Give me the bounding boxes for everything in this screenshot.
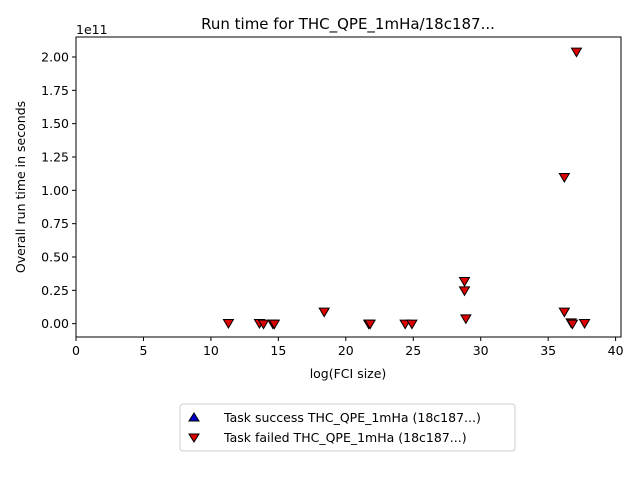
x-tick-label: 20	[338, 343, 354, 358]
data-points	[222, 47, 591, 330]
failed-point	[566, 319, 579, 330]
y-tick-label: 0.75	[41, 216, 69, 231]
failed-point	[268, 319, 281, 330]
failed-point	[222, 319, 235, 329]
x-tick-label: 0	[72, 343, 80, 358]
x-tick-label: 30	[473, 343, 489, 358]
plot-frame	[75, 36, 622, 338]
x-tick-label: 40	[608, 343, 624, 358]
y-tick-label: 0.50	[41, 250, 69, 265]
chart-title: Run time for THC_QPE_1mHa/18c187...	[201, 15, 495, 34]
x-tick-label: 10	[203, 343, 219, 358]
y-tick-label: 1.75	[41, 83, 69, 98]
failed-point	[318, 307, 331, 318]
y-tick-label: 1.25	[41, 150, 69, 165]
legend-success-marker	[188, 412, 200, 422]
y-tick-label: 0.25	[41, 283, 69, 298]
failed-point	[459, 314, 472, 325]
legend-failed-label: Task failed THC_QPE_1mHa (18c187...)	[223, 430, 467, 445]
x-axis: 0 5 10 15 20 25 30 35 40	[72, 337, 624, 358]
failed-point	[558, 173, 571, 183]
y-tick-label: 0.00	[41, 316, 69, 331]
y-axis: 0.00 0.25 0.50 0.75 1.00 1.25 1.50 1.75 2.00	[41, 50, 76, 331]
legend-frame	[179, 403, 516, 452]
failed-point	[570, 47, 583, 58]
y-tick-label: 1.00	[41, 183, 69, 198]
x-tick-label: 15	[270, 343, 286, 358]
failed-point	[364, 319, 376, 330]
y-offset-label: 1e11	[76, 22, 108, 37]
x-axis-label: log(FCI size)	[310, 366, 387, 381]
y-tick-label: 1.50	[41, 116, 69, 131]
x-tick-label: 25	[405, 343, 421, 358]
y-tick-label: 2.00	[41, 50, 69, 65]
y-axis-label: Overall run time in seconds	[13, 101, 28, 273]
legend-failed-marker	[188, 433, 200, 443]
plot-area: 0 5 10 15 20 25 30 35 40 0.00 0.25 0.50 0.75 1.00 1.2…	[41, 36, 624, 358]
failed-point	[406, 319, 418, 330]
x-tick-label: 5	[139, 343, 147, 358]
failed-point	[458, 277, 471, 287]
failed-point	[558, 307, 571, 318]
failed-point	[578, 319, 591, 329]
failed-point	[257, 319, 270, 330]
failed-point	[458, 286, 471, 297]
legend: Task success THC_QPE_1mHa (18c187...) Ta…	[179, 403, 516, 452]
legend-success-label: Task success THC_QPE_1mHa (18c187...)	[223, 410, 481, 425]
x-tick-label: 35	[540, 343, 556, 358]
